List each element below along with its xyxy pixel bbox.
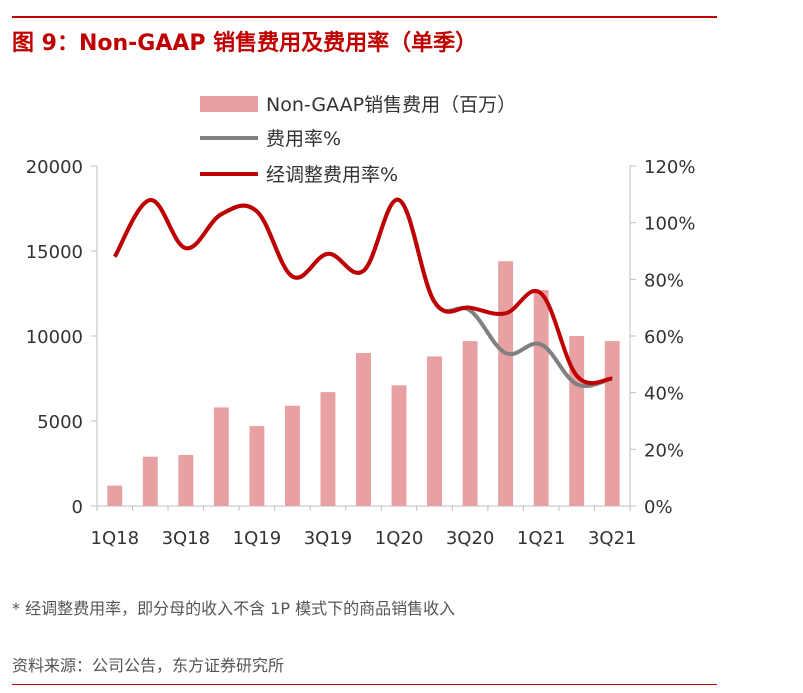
bar-1Q21 [533,290,549,506]
bar-1Q19 [249,426,265,506]
right-tick-label: 20% [644,440,684,461]
left-tick-label: 20000 [26,157,83,178]
bar-2Q18 [142,456,158,506]
right-tick-label: 120% [644,157,695,178]
left-tick-label: 15000 [26,242,83,263]
right-tick-label: 0% [644,497,673,518]
right-tick-label: 40% [644,384,684,405]
x-tick-label: 1Q20 [375,528,424,549]
x-tick-label: 1Q21 [517,528,566,549]
legend-bar-label: Non-GAAP销售费用（百万） [266,94,516,116]
bar-4Q20 [498,261,514,506]
bar-3Q18 [178,455,194,506]
x-tick-label: 1Q19 [233,528,282,549]
bar-4Q18 [213,407,229,506]
left-tick-label: 0 [72,497,83,518]
adjusted-expense-ratio-line [113,197,613,386]
left-tick-label: 5000 [37,412,83,433]
x-tick-label: 1Q18 [91,528,140,549]
x-tick-label: 3Q20 [446,528,495,549]
footnote: * 经调整费用率，即分母的收入不含 1P 模式下的商品销售收入 [12,599,456,618]
x-tick-label: 3Q21 [588,528,637,549]
bar-3Q21 [604,341,620,506]
legend: Non-GAAP销售费用（百万） 费用率% 经调整费用率% [200,94,516,186]
bar-2Q20 [427,356,443,506]
right-tick-label: 100% [644,214,695,235]
bar-1Q18 [107,485,123,506]
x-tick-label: 3Q19 [304,528,353,549]
bar-3Q19 [320,392,336,506]
right-tick-label: 80% [644,270,684,291]
left-tick-label: 10000 [26,327,83,348]
bottom-rule [12,684,717,685]
legend-red-label: 经调整费用率% [266,164,398,186]
bar-series [107,261,620,506]
chart: 0 5000 10000 15000 20000 0% 20% 40% 60% 80% 100% 1… [26,94,696,549]
x-axis-ticks: 1Q18 3Q18 1Q19 3Q19 1Q20 3Q20 1Q21 3Q21 [91,506,637,549]
right-axis-ticks: 0% 20% 40% 60% 80% 100% 120% [630,157,695,518]
right-tick-label: 60% [644,327,684,348]
x-tick-label: 3Q18 [162,528,211,549]
bar-2Q21 [569,336,585,506]
figure-title: 图 9：Non-GAAP 销售费用及费用率（单季） [12,31,478,56]
bar-3Q20 [462,341,478,506]
top-rule [12,16,717,18]
bar-4Q19 [356,353,371,506]
legend-gray-label: 费用率% [266,128,341,150]
legend-bar-swatch [200,96,258,112]
source-note: 资料来源：公司公告，东方证券研究所 [12,656,285,675]
bar-2Q19 [284,405,300,506]
left-axis-ticks: 0 5000 10000 15000 20000 [26,157,97,518]
bar-1Q20 [391,385,407,506]
